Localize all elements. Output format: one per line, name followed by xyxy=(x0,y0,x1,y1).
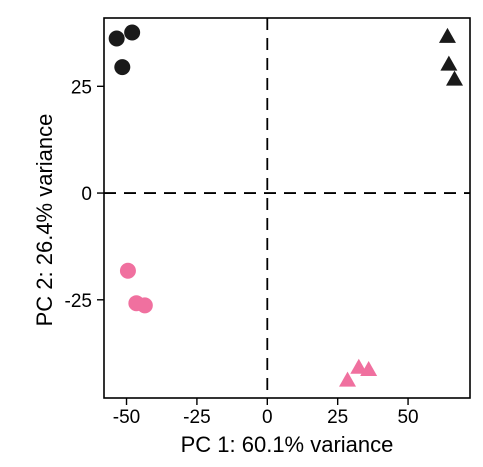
point-circle-s0-0 xyxy=(108,30,125,47)
y-axis-ticks: 25 0 -25 xyxy=(65,77,104,312)
point-circle-s0-1 xyxy=(124,24,141,41)
point-circle-s2-0 xyxy=(119,262,136,279)
plot-frame xyxy=(103,17,471,399)
y-tick-label-1: 0 xyxy=(81,184,92,205)
y-axis-title: PC 2: 26.4% variance xyxy=(32,114,57,327)
x-tick-label-0: -50 xyxy=(113,407,140,428)
point-circle-s2-2 xyxy=(136,297,153,314)
y-tick-label-0: 25 xyxy=(71,77,92,98)
point-triangle-s3-2 xyxy=(360,360,378,376)
point-circle-s0-2 xyxy=(114,59,131,76)
x-tick-label-2: 0 xyxy=(262,407,273,428)
x-tick-label-4: 50 xyxy=(397,407,418,428)
x-axis-ticks: -50 -25 0 25 50 xyxy=(113,398,419,428)
point-triangle-s1-0 xyxy=(438,27,456,43)
x-axis-title: PC 1: 60.1% variance xyxy=(181,432,394,457)
x-tick-label-1: -25 xyxy=(183,407,210,428)
y-tick-label-2: -25 xyxy=(65,291,92,312)
point-triangle-s1-1 xyxy=(440,55,458,71)
point-triangle-s3-0 xyxy=(339,371,357,387)
data-points xyxy=(108,24,464,387)
point-triangle-s3-1 xyxy=(350,358,368,374)
point-triangle-s1-2 xyxy=(446,70,464,86)
reference-lines xyxy=(104,18,470,398)
x-tick-label-3: 25 xyxy=(327,407,348,428)
